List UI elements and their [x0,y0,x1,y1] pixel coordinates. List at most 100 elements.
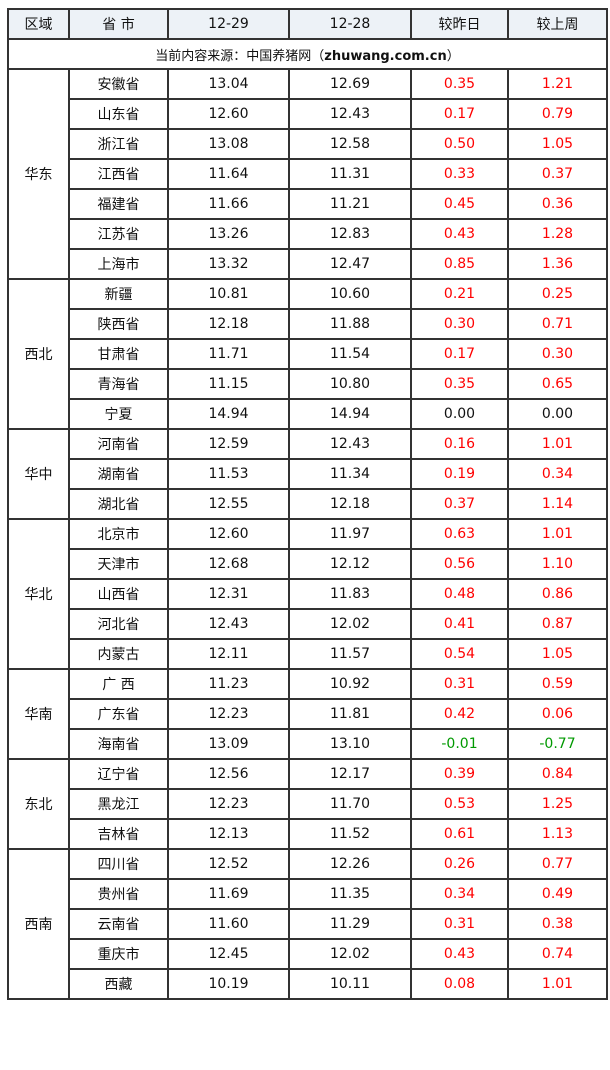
province-cell: 河北省 [68,608,169,640]
change-week-cell: 0.77 [507,848,608,880]
table-row: 吉林省 12.13 11.52 0.61 1.13 [8,818,608,850]
price-today-cell: 11.53 [167,458,290,490]
change-week-cell: 0.71 [507,308,608,340]
price-today-cell: 12.13 [167,818,290,850]
region-cell: 华中 [7,428,70,520]
header-change-day: 较昨日 [410,8,509,40]
price-today-cell: 12.31 [167,578,290,610]
table-row: 湖南省 11.53 11.34 0.19 0.34 [8,458,608,490]
header-province: 省 市 [68,8,169,40]
region-cell: 华南 [7,668,70,760]
change-day-cell: 0.34 [410,878,509,910]
change-day-cell: 0.35 [410,68,509,100]
price-today-cell: 14.94 [167,398,290,430]
price-today-cell: 12.68 [167,548,290,580]
price-today-cell: 12.59 [167,428,290,460]
province-cell: 海南省 [68,728,169,760]
price-yesterday-cell: 11.35 [288,878,412,910]
province-cell: 内蒙古 [68,638,169,670]
province-cell: 湖南省 [68,458,169,490]
province-cell: 宁夏 [68,398,169,430]
change-day-cell: 0.56 [410,548,509,580]
price-today-cell: 12.55 [167,488,290,520]
table-row: 宁夏 14.94 14.94 0.00 0.00 [8,398,608,430]
change-day-cell: 0.26 [410,848,509,880]
change-week-cell: 1.01 [507,518,608,550]
change-day-cell: 0.35 [410,368,509,400]
header-date-2: 12-28 [288,8,412,40]
province-cell: 河南省 [68,428,169,460]
price-today-cell: 12.52 [167,848,290,880]
change-day-cell: 0.41 [410,608,509,640]
change-week-cell: 0.49 [507,878,608,910]
table-row: 山东省 12.60 12.43 0.17 0.79 [8,98,608,130]
price-yesterday-cell: 10.92 [288,668,412,700]
change-day-cell: 0.33 [410,158,509,190]
price-yesterday-cell: 11.34 [288,458,412,490]
table-row: 重庆市 12.45 12.02 0.43 0.74 [8,938,608,970]
province-cell: 江苏省 [68,218,169,250]
price-today-cell: 10.19 [167,968,290,1000]
price-yesterday-cell: 12.02 [288,608,412,640]
price-yesterday-cell: 11.21 [288,188,412,220]
change-week-cell: 1.28 [507,218,608,250]
price-yesterday-cell: 11.29 [288,908,412,940]
change-week-cell: 0.84 [507,758,608,790]
change-week-cell: 0.30 [507,338,608,370]
change-day-cell: 0.39 [410,758,509,790]
table-row: 海南省 13.09 13.10 -0.01 -0.77 [8,728,608,760]
price-today-cell: 11.69 [167,878,290,910]
change-week-cell: 1.01 [507,968,608,1000]
change-week-cell: 0.74 [507,938,608,970]
change-week-cell: -0.77 [507,728,608,760]
price-yesterday-cell: 11.31 [288,158,412,190]
table-row: 黑龙江 12.23 11.70 0.53 1.25 [8,788,608,820]
table-row: 华南广 西 11.23 10.92 0.31 0.59 [7,668,608,760]
change-week-cell: 0.00 [507,398,608,430]
table-row: 西北 新疆 10.81 10.60 0.21 0.25 [7,278,608,430]
region-cell: 华北 [7,518,70,670]
change-day-cell: 0.00 [410,398,509,430]
price-yesterday-cell: 14.94 [288,398,412,430]
table-row: 西南 四川省 12.52 12.26 0.26 0.77 [7,848,608,1000]
table-row: 贵州省 11.69 11.35 0.34 0.49 [8,878,608,910]
header-change-week: 较上周 [507,8,608,40]
table-row: 东北 辽宁省 12.56 12.17 0.39 0.84 [7,758,608,850]
table-row: 河北省 12.43 12.02 0.41 0.87 [8,608,608,640]
price-today-cell: 12.45 [167,938,290,970]
change-week-cell: 1.13 [507,818,608,850]
change-day-cell: 0.19 [410,458,509,490]
pig-price-table: 区域 省 市 12-29 12-28 较昨日 较上周 当前内容来源：中国养猪网（… [7,8,608,1000]
change-week-cell: 1.21 [507,68,608,100]
header-date-1: 12-29 [167,8,290,40]
price-yesterday-cell: 11.88 [288,308,412,340]
price-yesterday-cell: 11.81 [288,698,412,730]
change-week-cell: 1.01 [507,428,608,460]
price-yesterday-cell: 10.80 [288,368,412,400]
table-row: 广东省 12.23 11.81 0.42 0.06 [8,698,608,730]
change-day-cell: 0.43 [410,218,509,250]
change-day-cell: 0.63 [410,518,509,550]
change-week-cell: 0.37 [507,158,608,190]
change-week-cell: 1.36 [507,248,608,280]
price-yesterday-cell: 10.60 [288,278,412,310]
change-day-cell: 0.85 [410,248,509,280]
price-yesterday-cell: 12.18 [288,488,412,520]
source-note: 当前内容来源：中国养猪网（zhuwang.com.cn） [7,38,608,70]
province-cell: 天津市 [68,548,169,580]
price-today-cell: 11.64 [167,158,290,190]
header-region: 区域 [7,8,70,40]
price-today-cell: 12.23 [167,698,290,730]
price-yesterday-cell: 11.54 [288,338,412,370]
price-yesterday-cell: 12.02 [288,938,412,970]
table-row: 上海市 13.32 12.47 0.85 1.36 [8,248,608,280]
change-day-cell: 0.17 [410,98,509,130]
price-today-cell: 10.81 [167,278,290,310]
table-row: 青海省 11.15 10.80 0.35 0.65 [8,368,608,400]
province-cell: 湖北省 [68,488,169,520]
region-cell: 东北 [7,758,70,850]
change-day-cell: 0.45 [410,188,509,220]
price-yesterday-cell: 10.11 [288,968,412,1000]
region-cell: 西南 [7,848,70,1000]
region-cell: 华东 [7,68,70,280]
